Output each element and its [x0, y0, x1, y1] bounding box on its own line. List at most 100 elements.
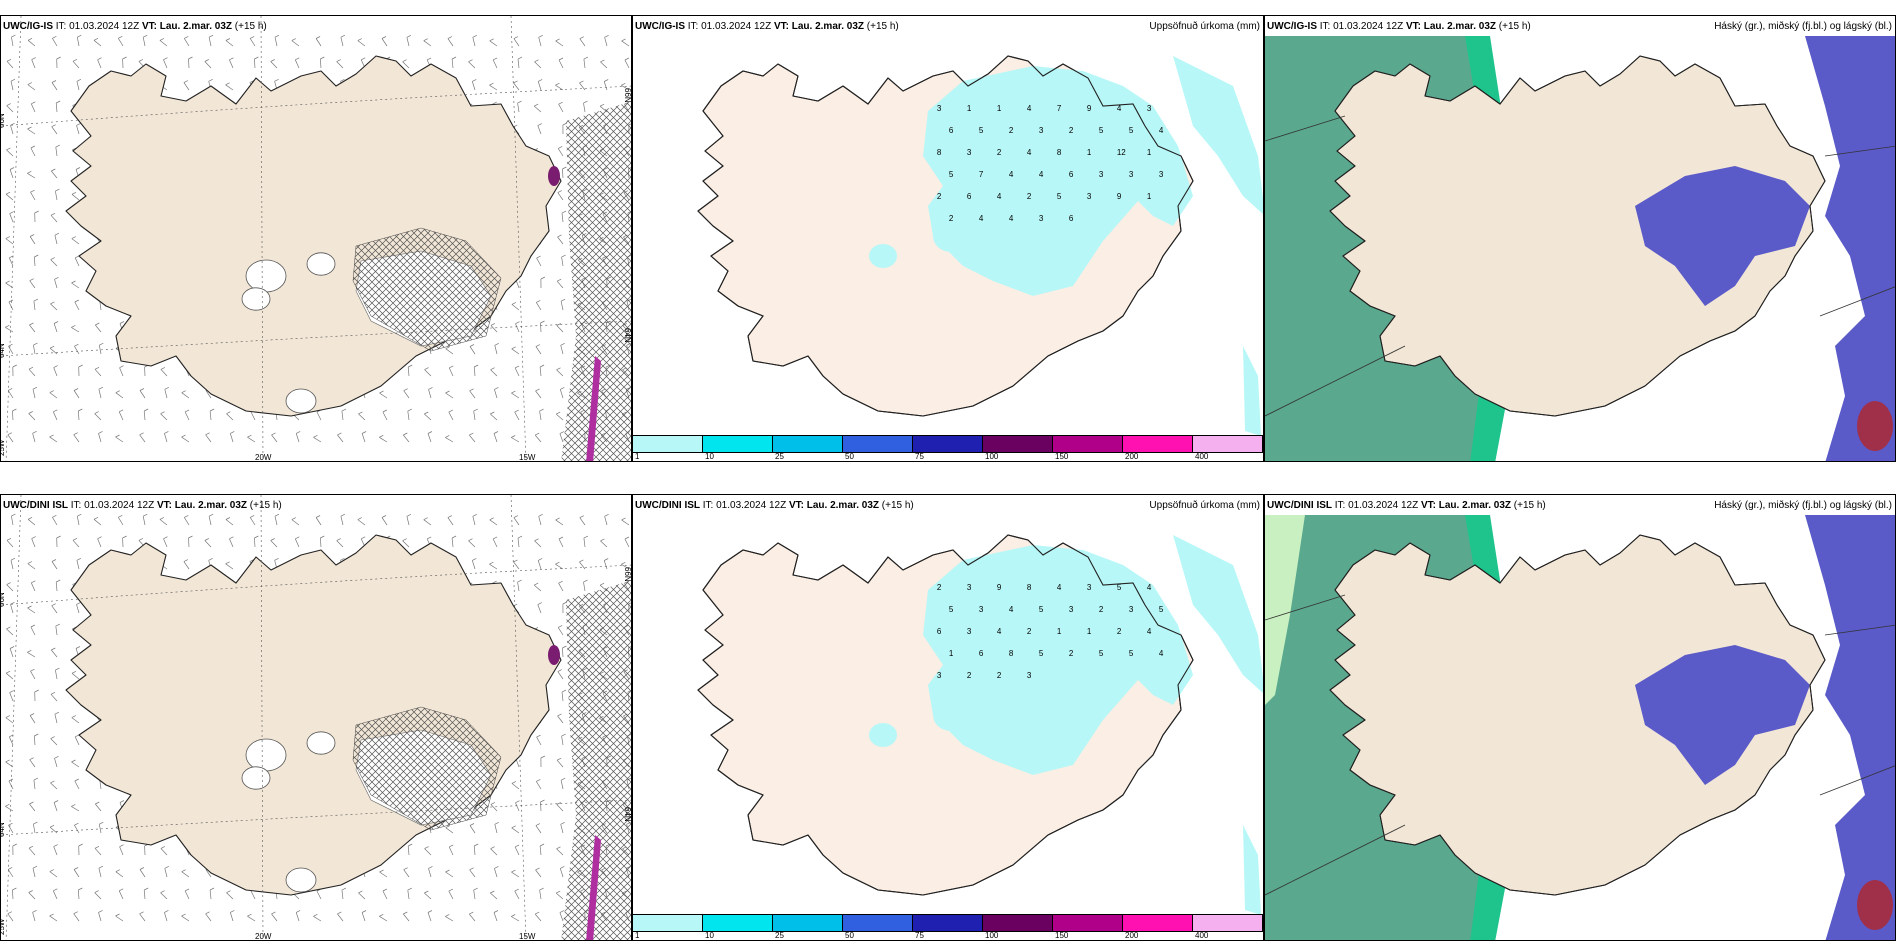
precip-value: 1 [1087, 627, 1092, 636]
colorbar-label: 75 [915, 452, 924, 461]
svg-text:66N: 66N [1, 592, 6, 607]
precip-value: 2 [1009, 126, 1014, 135]
colorbar-label: 50 [845, 931, 854, 940]
colorbar-swatch [983, 915, 1053, 931]
svg-text:25W: 25W [1, 918, 6, 935]
panel-title: UWC/IG-IS IT: 01.03.2024 12Z VT: Lau. 2.… [3, 21, 267, 32]
precip-value: 12 [1117, 148, 1126, 157]
precip-value: 4 [1027, 104, 1032, 113]
precip-value: 3 [1039, 214, 1044, 223]
precip-value: 1 [1057, 627, 1062, 636]
precip-value: 1 [1147, 148, 1152, 157]
colorbar-label: 25 [775, 931, 784, 940]
precip-value: 9 [1117, 192, 1122, 201]
precip-value: 3 [1069, 605, 1074, 614]
precip-value: 4 [1009, 214, 1014, 223]
cloud-map [1265, 16, 1895, 461]
panel-dini-cloud: UWC/DINI ISL IT: 01.03.2024 12Z VT: Lau.… [1264, 494, 1896, 941]
precip-value: 8 [1009, 649, 1014, 658]
colorbar-swatch [1193, 436, 1263, 452]
colorbar-swatch [1053, 915, 1123, 931]
precip-value: 4 [1117, 104, 1122, 113]
panel-ig-wind: UWC/IG-IS IT: 01.03.2024 12Z VT: Lau. 2.… [0, 15, 632, 462]
precip-value: 1 [1147, 192, 1152, 201]
colorbar-label: 50 [845, 452, 854, 461]
panel-field-label: Uppsöfnuð úrkoma (mm) [1149, 21, 1260, 32]
precip-value: 3 [1027, 671, 1032, 680]
colorbar-label: 200 [1125, 931, 1139, 940]
precip-value: 1 [1087, 148, 1092, 157]
precip-value: 2 [997, 671, 1002, 680]
panel-field-label: Uppsöfnuð úrkoma (mm) [1149, 500, 1260, 511]
colorbar-swatch [1193, 915, 1263, 931]
precip-value: 2 [1099, 605, 1104, 614]
precip-value: 1 [949, 649, 954, 658]
panel-dini-wind: UWC/DINI ISL IT: 01.03.2024 12Z VT: Lau.… [0, 494, 632, 941]
precip-value: 6 [949, 126, 954, 135]
precip-value: 6 [967, 192, 972, 201]
precip-value: 4 [997, 627, 1002, 636]
precip-value: 2 [1069, 649, 1074, 658]
precip-value: 9 [1087, 104, 1092, 113]
colorbar-label: 150 [1055, 452, 1069, 461]
precip-value: 4 [1057, 583, 1062, 592]
colorbar-swatch [1123, 436, 1193, 452]
precip-value: 5 [979, 126, 984, 135]
svg-text:66N: 66N [1, 113, 6, 128]
precip-value: 4 [997, 192, 1002, 201]
precip-value: 5 [1117, 583, 1122, 592]
colorbar-label: 150 [1055, 931, 1069, 940]
precip-value: 3 [1147, 104, 1152, 113]
precip-value: 5 [1099, 126, 1104, 135]
precip-value: 4 [1009, 605, 1014, 614]
precip-value: 4 [1027, 148, 1032, 157]
colorbar-label: 10 [705, 931, 714, 940]
precip-value: 5 [949, 170, 954, 179]
precip-value: 6 [937, 627, 942, 636]
colorbar-swatch [913, 436, 983, 452]
precip-value: 3 [967, 148, 972, 157]
precip-value: 1 [967, 104, 972, 113]
precip-value: 4 [1009, 170, 1014, 179]
colorbar-label: 200 [1125, 452, 1139, 461]
svg-text:20W: 20W [255, 453, 272, 462]
colorbar-swatch [913, 915, 983, 931]
colorbar-label: 100 [985, 452, 999, 461]
precip-value: 2 [1117, 627, 1122, 636]
colorbar-swatch [1123, 915, 1193, 931]
precip-value: 3 [1099, 170, 1104, 179]
colorbar-swatch [773, 436, 843, 452]
precip-value: 4 [1147, 583, 1152, 592]
panel-title: UWC/DINI ISL IT: 01.03.2024 12Z VT: Lau.… [1267, 500, 1546, 511]
colorbar-swatch [633, 436, 703, 452]
precip-value: 3 [1039, 126, 1044, 135]
precip-colorbar: 1 10 25 50 75 100 150 200 400 [633, 914, 1263, 940]
colorbar-swatch [843, 436, 913, 452]
precip-value: 3 [937, 671, 942, 680]
precip-value: 7 [1057, 104, 1062, 113]
colorbar-label: 1 [635, 931, 640, 940]
precip-value: 8 [1027, 583, 1032, 592]
precip-value: 2 [937, 192, 942, 201]
precip-value: 4 [979, 214, 984, 223]
svg-text:64N: 64N [623, 807, 632, 822]
panel-title: UWC/IG-IS IT: 01.03.2024 12Z VT: Lau. 2.… [635, 21, 899, 32]
precip-value: 3 [937, 104, 942, 113]
svg-text:64N: 64N [1, 343, 6, 358]
precip-value: 1 [997, 104, 1002, 113]
panel-ig-cloud: UWC/IG-IS IT: 01.03.2024 12Z VT: Lau. 2.… [1264, 15, 1896, 462]
precip-value: 5 [1159, 605, 1164, 614]
panel-title: UWC/DINI ISL IT: 01.03.2024 12Z VT: Lau.… [635, 500, 914, 511]
precip-value: 2 [937, 583, 942, 592]
colorbar-swatch [773, 915, 843, 931]
colorbar-swatch [633, 915, 703, 931]
precip-value: 5 [1099, 649, 1104, 658]
panel-title: UWC/DINI ISL IT: 01.03.2024 12Z VT: Lau.… [3, 500, 282, 511]
precip-value: 5 [1039, 605, 1044, 614]
precip-value: 3 [1129, 605, 1134, 614]
colorbar-label: 400 [1195, 452, 1209, 461]
precip-value: 6 [979, 649, 984, 658]
svg-text:15W: 15W [519, 932, 536, 941]
precip-value: 6 [1069, 170, 1074, 179]
colorbar-swatch [703, 436, 773, 452]
